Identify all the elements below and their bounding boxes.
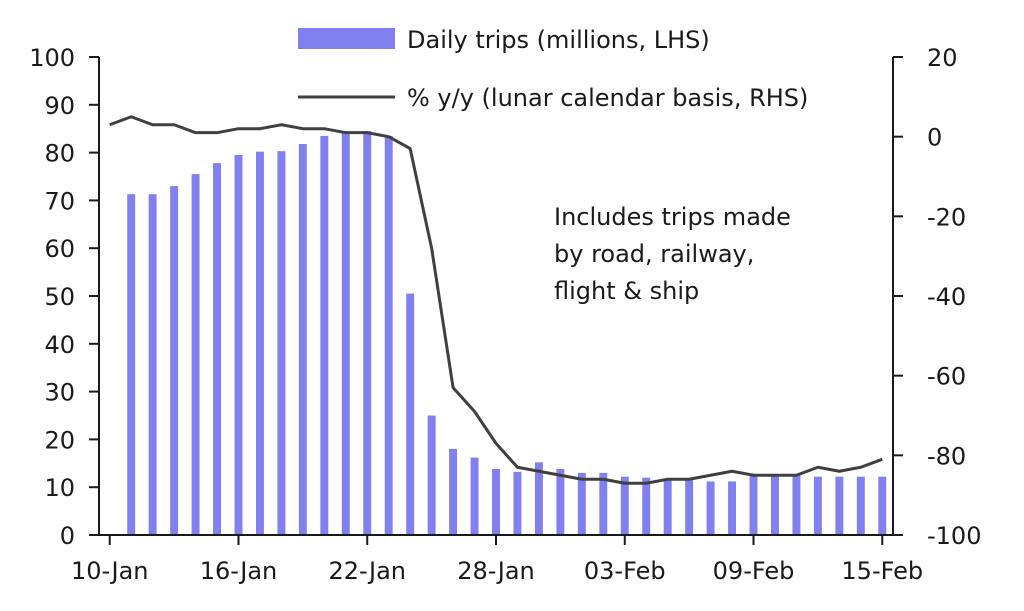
annotation: Includes trips made by road, railway, fl…	[554, 203, 791, 305]
bar-09-Feb	[749, 475, 758, 535]
x-tick-label-22-Jan: 22-Jan	[328, 557, 406, 585]
annotation-line-3: flight & ship	[554, 277, 699, 305]
left-tick-label-50: 50	[44, 283, 75, 311]
yoy-line	[109, 115, 883, 485]
bar-16-Jan	[234, 154, 243, 536]
bar-06-Feb	[685, 478, 694, 535]
right-tick-label--60: -60	[927, 363, 966, 391]
x-tick-label-16-Jan: 16-Jan	[200, 557, 278, 585]
x-tick-label-03-Feb: 03-Feb	[584, 557, 666, 585]
axes-layer: 0 10 20 30 40 50 60 70 80 90 100 -100 -80 -60 -40 -20 0 2…	[29, 44, 981, 585]
line-layer	[109, 115, 883, 485]
bar-18-Jan	[277, 151, 286, 536]
right-tick-label--100: -100	[927, 522, 981, 550]
legend-swatch-daily-trips	[298, 28, 395, 49]
bar-15-Jan	[213, 163, 221, 535]
left-tick-label-20: 20	[44, 426, 75, 454]
bar-11-Feb	[792, 475, 801, 535]
bar-29-Jan	[513, 471, 522, 535]
bar-11-Jan	[127, 194, 136, 535]
bar-28-Jan	[492, 469, 500, 535]
x-tick-label-09-Feb: 09-Feb	[713, 557, 795, 585]
bar-07-Feb	[706, 481, 715, 535]
bar-14-Jan	[191, 174, 200, 536]
bar-19-Jan	[298, 144, 307, 535]
bar-25-Jan	[427, 415, 436, 535]
bar-15-Feb	[878, 476, 887, 535]
left-tick-label-100: 100	[29, 44, 75, 72]
x-tick-label-15-Feb: 15-Feb	[841, 557, 923, 585]
bar-20-Jan	[320, 135, 329, 535]
bar-05-Feb	[663, 478, 672, 535]
bar-14-Feb	[856, 476, 865, 535]
legend-label-daily-trips: Daily trips (millions, LHS)	[407, 26, 710, 54]
left-tick-label-40: 40	[44, 331, 75, 359]
annotation-line-2: by road, railway,	[554, 240, 754, 268]
bars-layer	[127, 131, 887, 536]
bar-03-Feb	[620, 476, 629, 535]
bar-01-Feb	[577, 472, 586, 535]
bar-23-Jan	[384, 135, 393, 535]
bar-26-Jan	[449, 448, 458, 535]
legend-label-yoy: % y/y (lunar calendar basis, RHS)	[407, 84, 808, 112]
bar-22-Jan	[363, 131, 372, 535]
bar-27-Jan	[470, 457, 479, 535]
x-tick-label-10-Jan: 10-Jan	[71, 557, 149, 585]
bar-17-Jan	[255, 151, 264, 535]
bar-10-Feb	[771, 476, 779, 535]
right-tick-label-0: 0	[927, 124, 942, 152]
legend: Daily trips (millions, LHS) % y/y (lunar…	[298, 26, 808, 112]
left-tick-label-80: 80	[44, 140, 75, 168]
bar-24-Jan	[406, 293, 415, 535]
bar-12-Jan	[148, 194, 157, 535]
right-tick-label--80: -80	[927, 442, 966, 470]
bar-21-Jan	[341, 132, 350, 536]
bar-12-Feb	[813, 476, 822, 535]
right-tick-label--40: -40	[927, 283, 966, 311]
bar-13-Feb	[835, 476, 844, 535]
x-tick-label-28-Jan: 28-Jan	[457, 557, 535, 585]
bar-04-Feb	[642, 477, 651, 535]
bar-30-Jan	[534, 462, 543, 535]
left-tick-label-10: 10	[44, 474, 75, 502]
annotation-line-1: Includes trips made	[554, 203, 791, 231]
left-tick-label-30: 30	[44, 379, 75, 407]
left-tick-label-70: 70	[44, 187, 75, 215]
bar-13-Jan	[170, 186, 179, 535]
right-tick-label--20: -20	[927, 203, 966, 231]
left-tick-label-90: 90	[44, 92, 75, 120]
left-tick-label-0: 0	[60, 522, 75, 550]
right-tick-label-20: 20	[927, 44, 958, 72]
bar-31-Jan	[556, 469, 565, 535]
bar-02-Feb	[599, 472, 608, 535]
left-tick-label-60: 60	[44, 235, 75, 263]
bar-08-Feb	[728, 481, 737, 535]
